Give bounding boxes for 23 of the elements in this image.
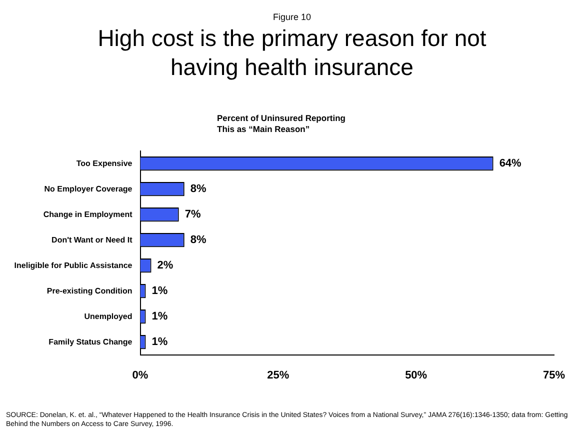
data-label: 64% [499, 158, 522, 170]
chart-title: High cost is the primary reason for not having health insurance [96, 24, 488, 82]
y-tick-label: Too Expensive [76, 158, 133, 168]
caption: Figure 10 [272, 12, 312, 22]
x-tick-label: 50% [405, 369, 428, 382]
data-label: 1% [152, 285, 168, 298]
x-axis-title: Percent of Uninsured Reporting This as “Main Reason” [217, 113, 346, 135]
y-tick-label: Ineligible for Public Assistance [14, 260, 133, 270]
y-tick-label: Change in Employment [43, 210, 133, 219]
y-tick-label: Don't Want or Need It [52, 235, 133, 244]
data-label: 1% [152, 336, 168, 348]
x-tick-label: 25% [267, 369, 290, 382]
data-label: 7% [184, 208, 201, 221]
y-tick-label: Pre-existing Condition [46, 286, 132, 296]
data-label: 8% [190, 183, 207, 196]
x-tick-label: 0% [132, 369, 148, 382]
x-tick-label: 75% [542, 369, 566, 382]
y-tick-label: Family Status Change [48, 337, 133, 346]
data-label: 8% [190, 234, 207, 246]
data-label: 1% [152, 310, 168, 323]
data-label: 2% [157, 260, 174, 272]
y-tick-label: Unemployed [84, 312, 132, 321]
y-tick-label: No Employer Coverage [44, 184, 133, 194]
